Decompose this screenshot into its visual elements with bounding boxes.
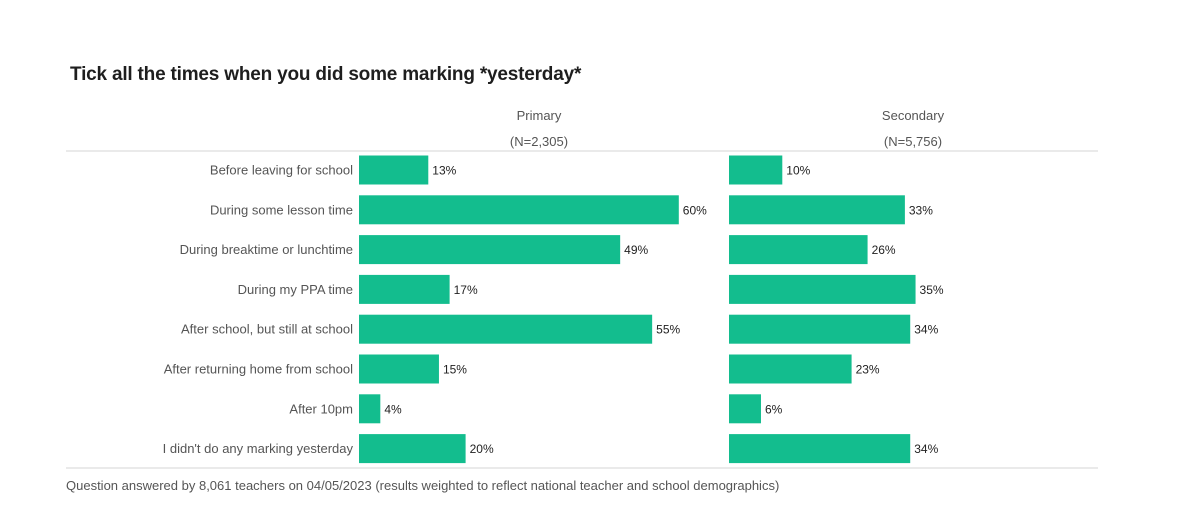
primary-bar-after-10pm (359, 394, 381, 424)
secondary-bar-after-school-but-still-at-school (729, 314, 911, 344)
primary-value-label-before-leaving-for-school: 13% (432, 164, 456, 178)
secondary-value-label-after-school-but-still-at-school: 34% (914, 323, 938, 337)
primary-value-label-after-school-but-still-at-school: 55% (656, 323, 680, 337)
category-label-before-leaving-for-school: Before leaving for school (210, 163, 353, 178)
secondary-panel-title: Secondary (881, 108, 945, 123)
category-label-during-breaktime-or-lunchtime: During breaktime or lunchtime (180, 242, 353, 257)
primary-bar-during-my-ppa-time (359, 274, 450, 304)
primary-value-label-during-my-ppa-time: 17% (454, 283, 478, 297)
secondary-bar-during-some-lesson-time (729, 195, 905, 225)
primary-value-label-during-breaktime-or-lunchtime: 49% (624, 243, 648, 257)
primary-value-label-during-some-lesson-time: 60% (683, 203, 707, 217)
secondary-sample-size: (N=5,756) (883, 134, 943, 149)
primary-bar-before-leaving-for-school (359, 155, 429, 185)
primary-sample-size: (N=2,305) (509, 134, 569, 149)
primary-bar-after-school-but-still-at-school (359, 314, 653, 344)
secondary-value-label-after-10pm: 6% (765, 402, 783, 416)
chart-title: Tick all the times when you did some mar… (70, 64, 582, 85)
secondary-bar-after-returning-home-from-school (729, 354, 852, 384)
category-label-during-some-lesson-time: During some lesson time (210, 202, 353, 217)
primary-value-label-after-10pm: 4% (384, 402, 402, 416)
secondary-bar-before-leaving-for-school (729, 155, 783, 185)
secondary-bar-i-didn-t-do-any-marking-yesterday (729, 434, 911, 464)
footnote: Question answered by 8,061 teachers on 0… (66, 478, 780, 493)
bars-layer: Before leaving for school 13% 10% During so… (163, 155, 944, 464)
secondary-value-label-i-didn-t-do-any-marking-yesterday: 34% (914, 442, 938, 456)
secondary-value-label-during-breaktime-or-lunchtime: 26% (872, 243, 896, 257)
secondary-value-label-during-my-ppa-time: 35% (920, 283, 944, 297)
primary-bar-after-returning-home-from-school (359, 354, 439, 384)
primary-value-label-after-returning-home-from-school: 15% (443, 363, 467, 377)
secondary-value-label-before-leaving-for-school: 10% (786, 164, 810, 178)
category-label-after-10pm: After 10pm (289, 401, 353, 416)
primary-value-label-i-didn-t-do-any-marking-yesterday: 20% (470, 442, 494, 456)
category-label-i-didn-t-do-any-marking-yesterday: I didn't do any marking yesterday (163, 441, 354, 456)
secondary-bar-during-breaktime-or-lunchtime (729, 235, 868, 265)
primary-bar-during-breaktime-or-lunchtime (359, 235, 621, 265)
secondary-value-label-during-some-lesson-time: 33% (909, 203, 933, 217)
primary-bar-i-didn-t-do-any-marking-yesterday (359, 434, 466, 464)
secondary-value-label-after-returning-home-from-school: 23% (856, 363, 880, 377)
primary-bar-during-some-lesson-time (359, 195, 679, 225)
category-label-after-school-but-still-at-school: After school, but still at school (181, 322, 353, 337)
primary-panel-title: Primary (516, 108, 562, 123)
secondary-bar-during-my-ppa-time (729, 274, 916, 304)
category-label-during-my-ppa-time: During my PPA time (238, 282, 353, 297)
category-label-after-returning-home-from-school: After returning home from school (164, 362, 353, 377)
secondary-bar-after-10pm (729, 394, 761, 424)
